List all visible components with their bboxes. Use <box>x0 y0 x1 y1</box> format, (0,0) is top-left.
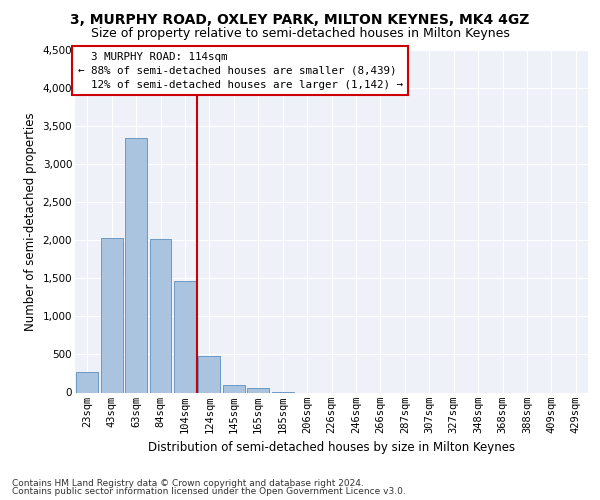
Bar <box>101 238 122 392</box>
Bar <box>223 385 245 392</box>
Text: 3 MURPHY ROAD: 114sqm
← 88% of semi-detached houses are smaller (8,439)
  12% of: 3 MURPHY ROAD: 114sqm ← 88% of semi-deta… <box>77 52 403 90</box>
Bar <box>247 388 269 392</box>
Text: Contains public sector information licensed under the Open Government Licence v3: Contains public sector information licen… <box>12 487 406 496</box>
Text: Size of property relative to semi-detached houses in Milton Keynes: Size of property relative to semi-detach… <box>91 28 509 40</box>
Bar <box>76 372 98 392</box>
Y-axis label: Number of semi-detached properties: Number of semi-detached properties <box>24 112 37 330</box>
Bar <box>149 239 172 392</box>
Bar <box>199 356 220 393</box>
X-axis label: Distribution of semi-detached houses by size in Milton Keynes: Distribution of semi-detached houses by … <box>148 441 515 454</box>
Text: Contains HM Land Registry data © Crown copyright and database right 2024.: Contains HM Land Registry data © Crown c… <box>12 478 364 488</box>
Text: 3, MURPHY ROAD, OXLEY PARK, MILTON KEYNES, MK4 4GZ: 3, MURPHY ROAD, OXLEY PARK, MILTON KEYNE… <box>70 12 530 26</box>
Bar <box>125 138 147 392</box>
Bar <box>174 282 196 393</box>
